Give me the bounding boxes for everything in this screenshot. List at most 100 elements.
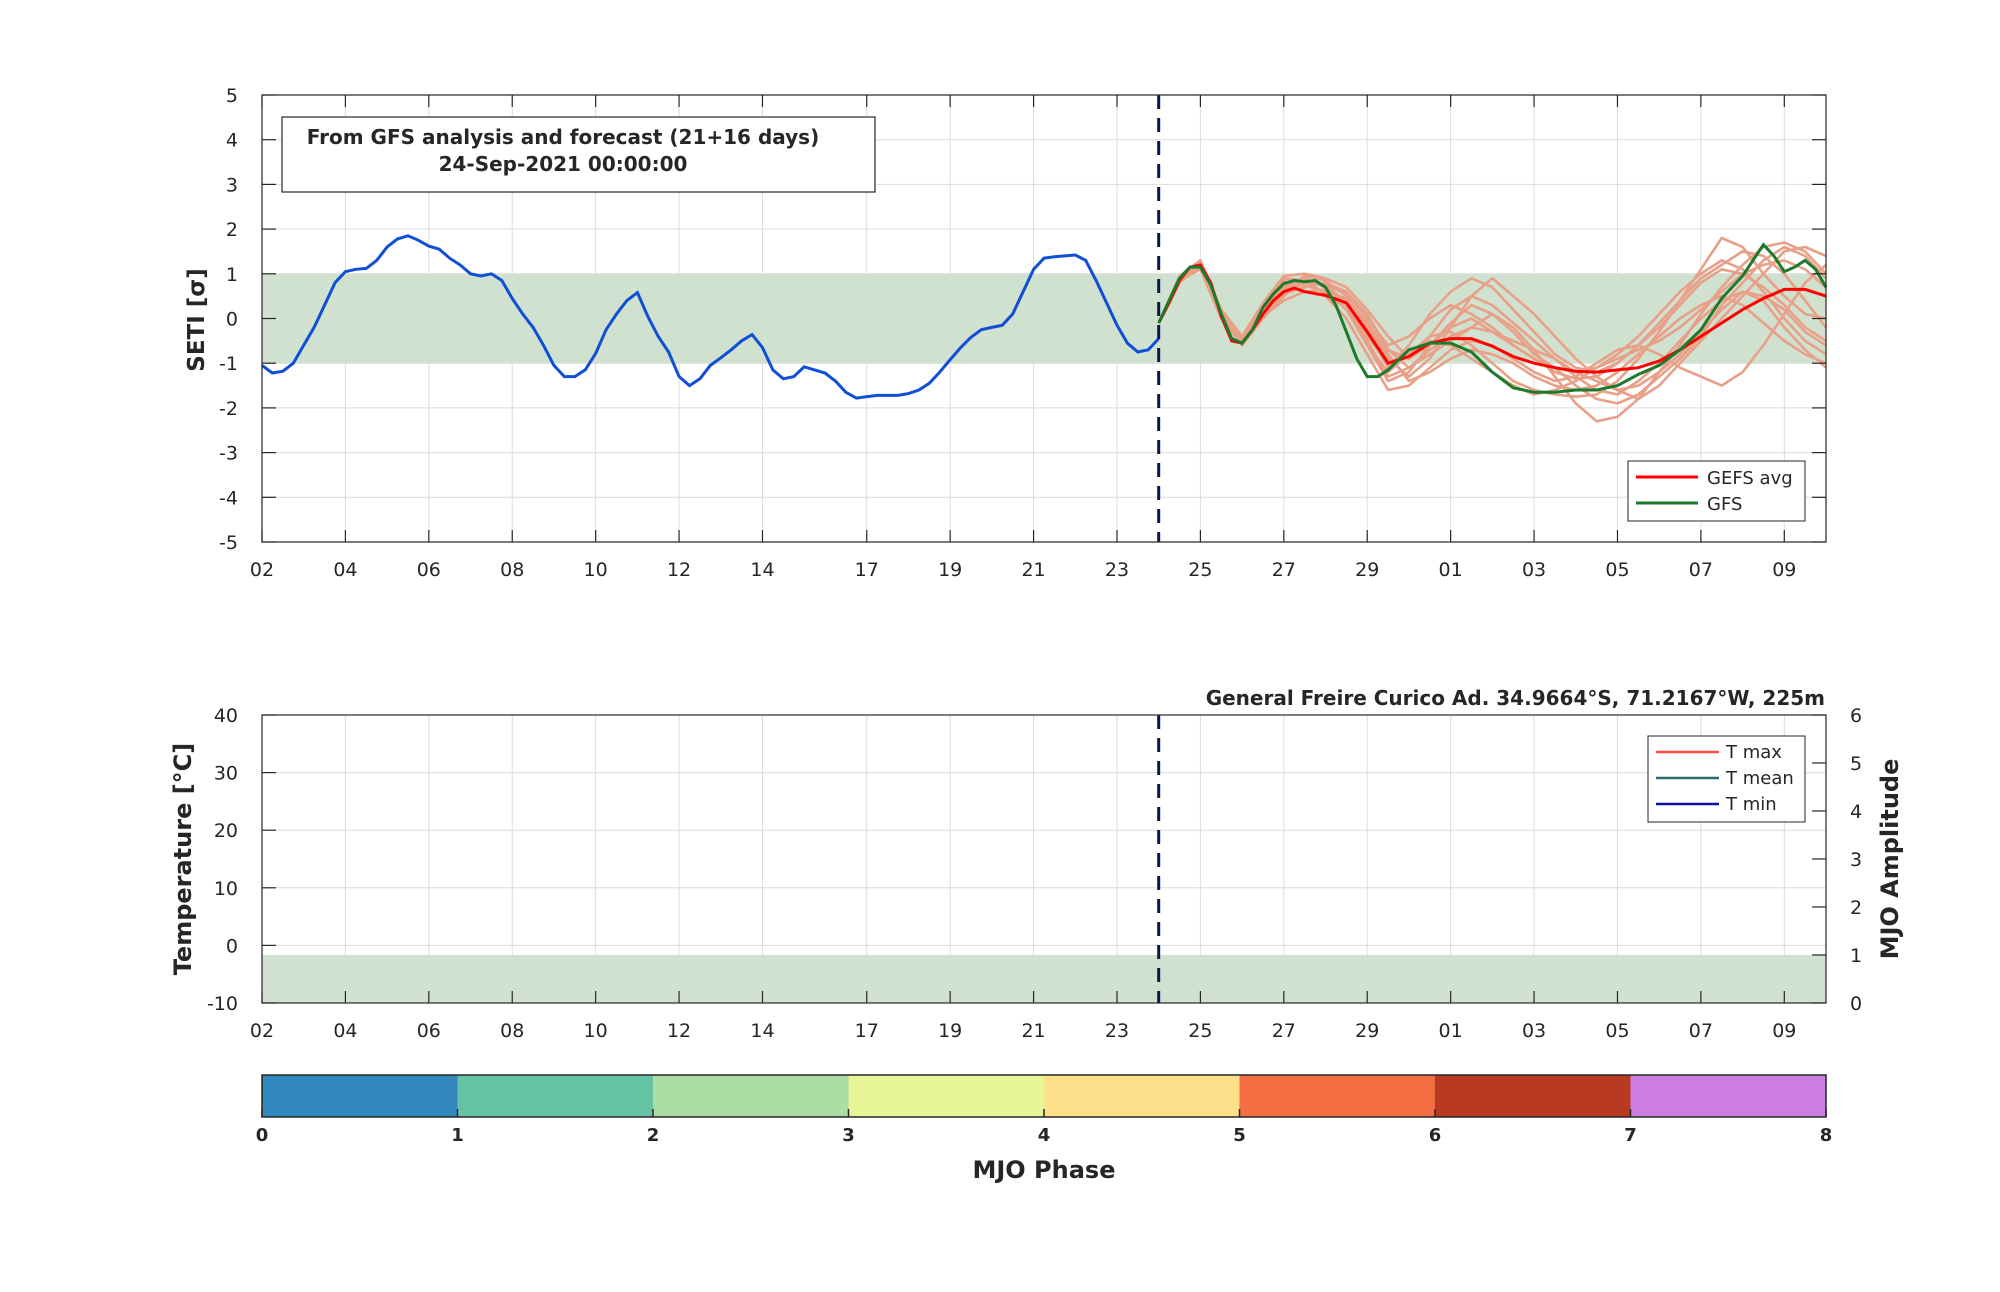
temperature-x-tick-label: 25 <box>1188 1020 1212 1042</box>
mjo-amplitude-tick-label: 2 <box>1850 897 1862 919</box>
colorbar-tick-label: 7 <box>1624 1125 1637 1146</box>
colorbar-segment <box>848 1075 1044 1117</box>
seti-y-tick-label: -5 <box>219 532 238 554</box>
temperature-x-tick-label: 12 <box>667 1020 691 1042</box>
colorbar-label: MJO Phase <box>972 1156 1115 1184</box>
temperature-legend: T max T mean T min <box>1647 735 1806 823</box>
colorbar-tick-label: 0 <box>256 1125 269 1146</box>
temperature-y-tick-label: -10 <box>207 993 238 1015</box>
colorbar-tick-label: 1 <box>451 1125 464 1146</box>
mjo-phase-colorbar: 0 1 2 3 4 5 6 7 8 MJO Phase <box>256 1074 1832 1184</box>
temperature-x-tick-labels: 02 04 06 08 10 12 14 17 19 21 23 25 27 29 01 03 05 07 09 <box>250 1020 1796 1042</box>
temperature-x-tick-label: 01 <box>1439 1020 1463 1042</box>
temperature-x-tick-label: 27 <box>1272 1020 1296 1042</box>
seti-y-tick-label: 0 <box>226 309 238 331</box>
mjo-amplitude-band <box>262 955 1826 1003</box>
seti-y-tick-label: -2 <box>219 398 238 420</box>
gefs-member-line <box>1157 245 1827 405</box>
legend-tmax-label: T max <box>1725 742 1782 763</box>
temperature-x-tick-label: 10 <box>584 1020 608 1042</box>
colorbar-tick-label: 3 <box>842 1125 855 1146</box>
seti-legend: GEFS avg GFS <box>1627 460 1806 522</box>
colorbar-tick-label: 4 <box>1038 1125 1051 1146</box>
seti-x-tick-label: 29 <box>1355 559 1379 581</box>
colorbar-ticks: 0 1 2 3 4 5 6 7 8 <box>256 1109 1832 1146</box>
analysis-line <box>261 234 1160 400</box>
colorbar-segment <box>653 1075 849 1117</box>
seti-x-tick-label: 21 <box>1021 559 1045 581</box>
temperature-x-tick-label: 07 <box>1689 1020 1713 1042</box>
temperature-y-tick-labels: 40 30 20 10 0 -10 <box>207 705 238 1015</box>
temperature-y-tick-label: 40 <box>214 705 238 727</box>
seti-y-tick-label: 3 <box>226 174 238 196</box>
colorbar-segment <box>1239 1075 1435 1117</box>
colorbar-segment <box>1044 1075 1240 1117</box>
temperature-x-tick-label: 02 <box>250 1020 274 1042</box>
legend-gefs-avg-label: GEFS avg <box>1707 468 1793 489</box>
colorbar-tick-label: 6 <box>1429 1125 1442 1146</box>
seti-x-tick-label: 03 <box>1522 559 1546 581</box>
temperature-x-tick-label: 17 <box>855 1020 879 1042</box>
temperature-x-tick-label: 08 <box>500 1020 524 1042</box>
seti-x-tick-label: 17 <box>855 559 879 581</box>
seti-x-tick-label: 04 <box>333 559 357 581</box>
seti-x-tick-labels: 02 04 06 08 10 12 14 17 19 21 23 25 27 29 01 03 05 07 09 <box>250 559 1796 581</box>
temperature-panel: 40 30 20 10 0 -10 6 5 4 3 21 0 02 04 06 08 1 0 1 2 14 17 19 2… <box>169 686 1904 1042</box>
temperature-ticks <box>261 714 1826 1004</box>
seti-x-tick-label: 09 <box>1772 559 1796 581</box>
temperature-x-tick-label: 09 <box>1772 1020 1796 1042</box>
temperature-x-tick-label: 23 <box>1105 1020 1129 1042</box>
info-box: From GFS analysis and forecast (21+16 da… <box>281 116 876 193</box>
seti-x-tick-label: 14 <box>750 559 774 581</box>
legend-tmin-label: T min <box>1725 794 1777 815</box>
colorbar-tick-label: 5 <box>1233 1125 1246 1146</box>
temperature-x-tick-label: 14 <box>750 1020 774 1042</box>
seti-y-tick-labels: 5 4 3 2 1 0 -1 -2 -3 -4 -5 <box>219 85 238 554</box>
colorbar-segment <box>262 1075 458 1117</box>
seti-x-tick-label: 19 <box>938 559 962 581</box>
seti-y-tick-label: -3 <box>219 443 238 465</box>
temperature-x-tick-label: 19 <box>938 1020 962 1042</box>
temperature-y-tick-label: 30 <box>214 763 238 785</box>
info-box-line1: From GFS analysis and forecast (21+16 da… <box>307 125 819 149</box>
temperature-x-tick-label: 04 <box>333 1020 357 1042</box>
temperature-y-tick-label: 20 <box>214 820 238 842</box>
seti-y-tick-label: 5 <box>226 85 238 107</box>
colorbar-tick-label: 2 <box>647 1125 660 1146</box>
temperature-x-tick-label: 06 <box>417 1020 441 1042</box>
seti-ticks <box>261 94 1826 543</box>
seti-x-tick-label: 02 <box>250 559 274 581</box>
seti-x-tick-label: 25 <box>1188 559 1212 581</box>
mjo-amplitude-tick-labels: 6 5 4 3 2 1 0 <box>1850 705 1862 1015</box>
seti-y-tick-label: 4 <box>226 130 238 152</box>
seti-x-tick-label: 23 <box>1105 559 1129 581</box>
temperature-x-tick-label: 29 <box>1355 1020 1379 1042</box>
mjo-amplitude-tick-label: 3 <box>1850 849 1862 871</box>
temperature-y-axis-label: Temperature [°C] <box>169 743 197 976</box>
seti-x-tick-label: 01 <box>1439 559 1463 581</box>
seti-x-tick-label: 07 <box>1689 559 1713 581</box>
temperature-y-tick-label: 0 <box>226 935 238 957</box>
colorbar-segment <box>457 1075 653 1117</box>
seti-y-axis-label: SETI [σ] <box>184 268 210 371</box>
seti-x-tick-label: 08 <box>500 559 524 581</box>
colorbar-segment <box>1630 1075 1826 1117</box>
mjo-amplitude-tick-label: 0 <box>1850 993 1862 1015</box>
seti-x-tick-label: 12 <box>667 559 691 581</box>
temperature-x-tick-label: 21 <box>1021 1020 1045 1042</box>
seti-x-tick-label: 05 <box>1605 559 1629 581</box>
info-box-line2: 24-Sep-2021 00:00:00 <box>439 152 688 176</box>
seti-y-tick-label: -4 <box>219 487 238 509</box>
mjo-amplitude-tick-label: 4 <box>1850 801 1862 823</box>
mjo-amplitude-tick-label: 1 <box>1850 945 1862 967</box>
legend-tmean-label: T mean <box>1725 768 1794 789</box>
seti-normal-band <box>262 273 1826 364</box>
temperature-x-tick-label: 03 <box>1522 1020 1546 1042</box>
mjo-amplitude-tick-label: 5 <box>1850 753 1862 775</box>
colorbar-segments <box>262 1075 1826 1117</box>
seti-y-tick-label: 1 <box>226 264 238 286</box>
temperature-x-tick-label: 05 <box>1605 1020 1629 1042</box>
mjo-amplitude-tick-label: 6 <box>1850 705 1862 727</box>
